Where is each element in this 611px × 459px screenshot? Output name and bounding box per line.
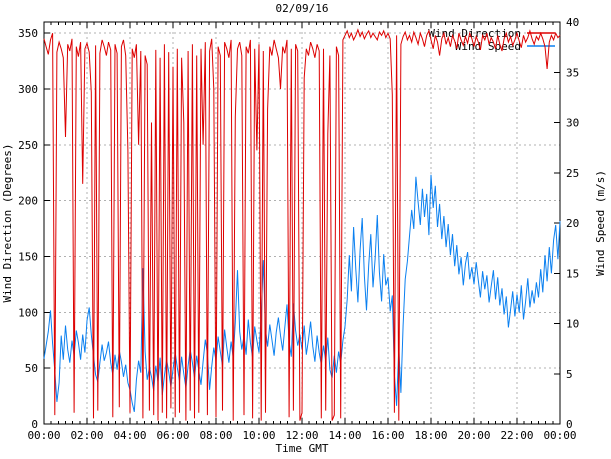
x-tick-label: 04:00 bbox=[113, 429, 146, 442]
left-axis-label: Wind Direction (Degrees) bbox=[1, 144, 14, 303]
x-tick-label: 00:00 bbox=[27, 429, 60, 442]
x-tick-label: 20:00 bbox=[457, 429, 490, 442]
x-tick-label: 14:00 bbox=[328, 429, 361, 442]
x-tick-label: 10:00 bbox=[242, 429, 275, 442]
right-tick-label: 0 bbox=[566, 418, 573, 431]
right-tick-label: 10 bbox=[566, 318, 579, 331]
tick-labels: 00:00 02:00 04:00 06:00 08:00 10:00 12:00 14:00… bbox=[18, 16, 579, 442]
x-tick-label: 16:00 bbox=[371, 429, 404, 442]
chart-title: 02/09/16 bbox=[276, 2, 329, 15]
x-tick-label: 12:00 bbox=[285, 429, 318, 442]
x-tick-label: 02:00 bbox=[70, 429, 103, 442]
right-tick-label: 30 bbox=[566, 117, 579, 130]
left-tick-label: 50 bbox=[25, 362, 38, 375]
x-tick-label: 00:00 bbox=[543, 429, 576, 442]
x-tick-label: 06:00 bbox=[156, 429, 189, 442]
left-tick-label: 0 bbox=[31, 418, 38, 431]
right-tick-label: 20 bbox=[566, 217, 579, 230]
right-tick-label: 25 bbox=[566, 167, 579, 180]
left-tick-label: 200 bbox=[18, 195, 38, 208]
x-tick-label: 18:00 bbox=[414, 429, 447, 442]
axis-labels-group: 02/09/16 Wind Direction (Degrees) Wind S… bbox=[1, 2, 607, 455]
right-tick-label: 15 bbox=[566, 267, 579, 280]
left-tick-label: 250 bbox=[18, 139, 38, 152]
left-tick-label: 350 bbox=[18, 27, 38, 40]
right-tick-label: 5 bbox=[566, 368, 573, 381]
x-tick-label: 22:00 bbox=[500, 429, 533, 442]
wind-direction-series bbox=[43, 28, 561, 421]
right-tick-label: 40 bbox=[566, 16, 579, 29]
left-tick-label: 150 bbox=[18, 251, 38, 264]
series-group bbox=[43, 28, 561, 421]
right-tick-label: 35 bbox=[566, 66, 579, 79]
legend-wind-speed-label: Wind Speed bbox=[455, 40, 521, 53]
left-tick-label: 300 bbox=[18, 83, 38, 96]
x-axis-label: Time GMT bbox=[276, 442, 329, 455]
left-tick-label: 100 bbox=[18, 306, 38, 319]
x-tick-label: 08:00 bbox=[199, 429, 232, 442]
right-axis-label: Wind Speed (m/s) bbox=[594, 170, 607, 276]
